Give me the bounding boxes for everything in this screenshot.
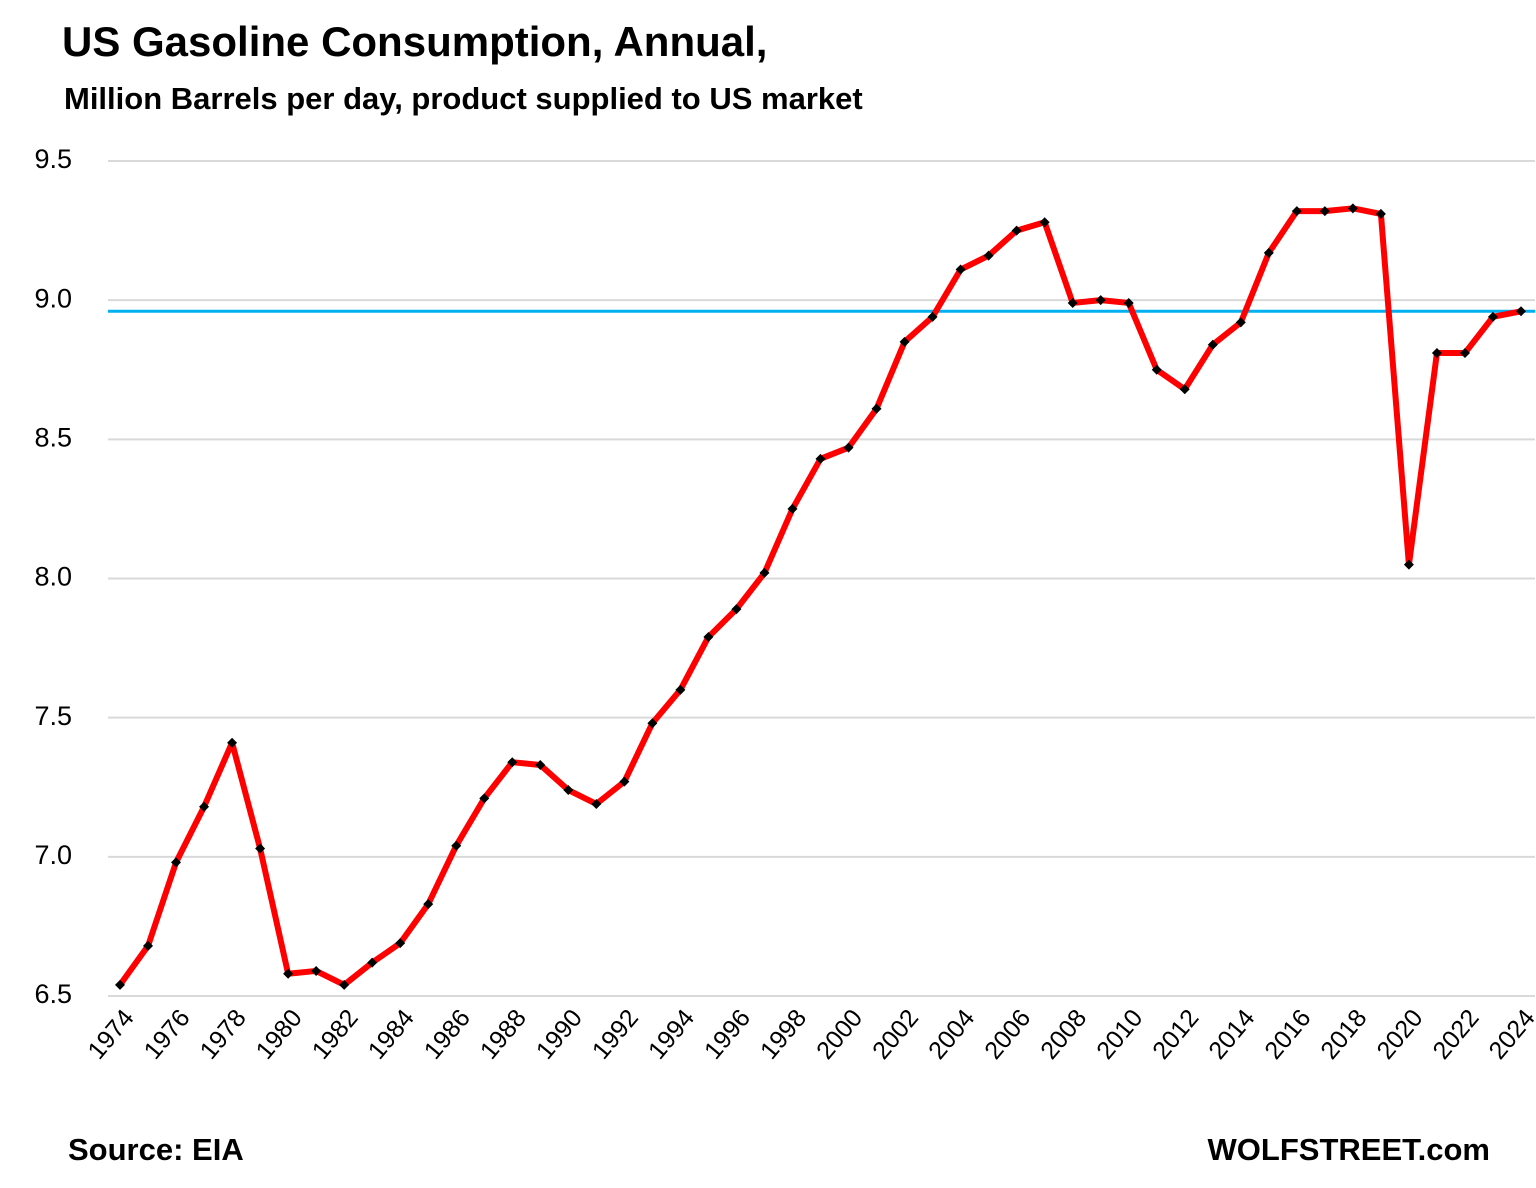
x-tick-label: 1992 xyxy=(587,1004,644,1065)
data-point xyxy=(1095,295,1106,306)
data-point xyxy=(675,684,686,695)
data-point xyxy=(1123,297,1134,308)
data-point xyxy=(1319,206,1330,217)
data-point xyxy=(1459,348,1470,359)
y-tick-label: 9.0 xyxy=(34,283,72,313)
data-point xyxy=(731,604,742,615)
x-tick-label: 2000 xyxy=(811,1004,868,1065)
data-point xyxy=(339,979,350,990)
data-line xyxy=(117,205,1522,988)
data-point xyxy=(619,776,630,787)
data-point xyxy=(115,979,125,990)
x-tick-label: 1974 xyxy=(82,1004,139,1065)
y-tick-label: 8.5 xyxy=(34,422,72,452)
data-point xyxy=(1291,206,1302,217)
data-point xyxy=(1516,306,1526,317)
x-tick-label: 2016 xyxy=(1259,1004,1316,1065)
x-tick-label: 1994 xyxy=(643,1004,700,1065)
x-tick-label: 1978 xyxy=(195,1004,252,1065)
data-point xyxy=(1039,217,1050,228)
data-point xyxy=(1067,297,1078,308)
data-point xyxy=(367,957,378,968)
x-tick-label: 1982 xyxy=(307,1004,364,1065)
data-point xyxy=(1431,348,1442,359)
x-tick-label: 1990 xyxy=(531,1004,588,1065)
x-tick-label: 1996 xyxy=(699,1004,756,1065)
data-point xyxy=(227,737,238,748)
y-tick-label: 6.5 xyxy=(34,979,72,1009)
y-tick-label: 7.5 xyxy=(34,701,72,731)
data-point xyxy=(1151,364,1162,375)
x-tick-label: 2002 xyxy=(867,1004,924,1065)
x-tick-label: 2004 xyxy=(923,1004,980,1065)
watermark: WOLFSTREET.com xyxy=(1208,1132,1490,1167)
x-tick-label: 2006 xyxy=(979,1004,1036,1065)
data-point xyxy=(787,503,798,514)
data-point xyxy=(927,311,938,322)
data-point xyxy=(1235,317,1246,328)
x-tick-label: 1986 xyxy=(419,1004,476,1065)
data-point xyxy=(395,938,406,949)
data-point xyxy=(1403,559,1414,570)
x-tick-label: 1988 xyxy=(475,1004,532,1065)
data-point xyxy=(507,757,518,768)
y-tick-label: 7.0 xyxy=(34,840,72,870)
data-point xyxy=(1375,208,1386,219)
data-point xyxy=(423,899,434,910)
data-point xyxy=(899,336,910,347)
data-point xyxy=(815,453,826,464)
data-point xyxy=(451,840,462,851)
data-point xyxy=(479,793,490,804)
data-point xyxy=(591,798,602,809)
data-point xyxy=(283,968,294,979)
x-tick-label: 2014 xyxy=(1203,1004,1260,1065)
x-tick-label: 1984 xyxy=(363,1004,420,1065)
x-tick-label: 2020 xyxy=(1371,1004,1428,1065)
x-tick-label: 2008 xyxy=(1035,1004,1092,1065)
data-point xyxy=(843,442,854,453)
data-point xyxy=(647,718,658,729)
y-tick-label: 8.0 xyxy=(34,562,72,592)
data-point xyxy=(759,567,770,578)
x-tick-label: 1980 xyxy=(251,1004,308,1065)
y-tick-label: 9.5 xyxy=(34,144,72,174)
data-point xyxy=(1263,247,1274,258)
source: Source: EIA xyxy=(68,1132,244,1167)
data-point xyxy=(703,631,714,642)
data-point xyxy=(1207,339,1218,350)
x-tick-label: 2010 xyxy=(1091,1004,1148,1065)
x-tick-label: 1998 xyxy=(755,1004,812,1065)
x-tick-label: 2022 xyxy=(1427,1004,1484,1065)
data-point xyxy=(199,801,210,812)
data-point xyxy=(255,843,266,854)
data-point xyxy=(871,403,882,414)
data-point xyxy=(983,250,994,261)
x-tick-label: 2018 xyxy=(1315,1004,1372,1065)
chart-title: US Gasoline Consumption, Annual, xyxy=(62,18,767,65)
data-point xyxy=(1347,203,1358,214)
data-point xyxy=(1487,311,1498,322)
x-tick-label: 1976 xyxy=(138,1004,195,1065)
data-point xyxy=(311,965,322,976)
data-point xyxy=(1011,225,1022,236)
data-point xyxy=(171,857,182,868)
data-point xyxy=(563,785,574,796)
x-tick-label: 2024 xyxy=(1483,1004,1536,1065)
data-point xyxy=(1179,384,1190,395)
data-point xyxy=(535,759,546,770)
data-point xyxy=(955,264,966,275)
data-point xyxy=(143,940,154,951)
x-tick-label: 2012 xyxy=(1147,1004,1204,1065)
chart-subtitle: Million Barrels per day, product supplie… xyxy=(64,81,863,116)
